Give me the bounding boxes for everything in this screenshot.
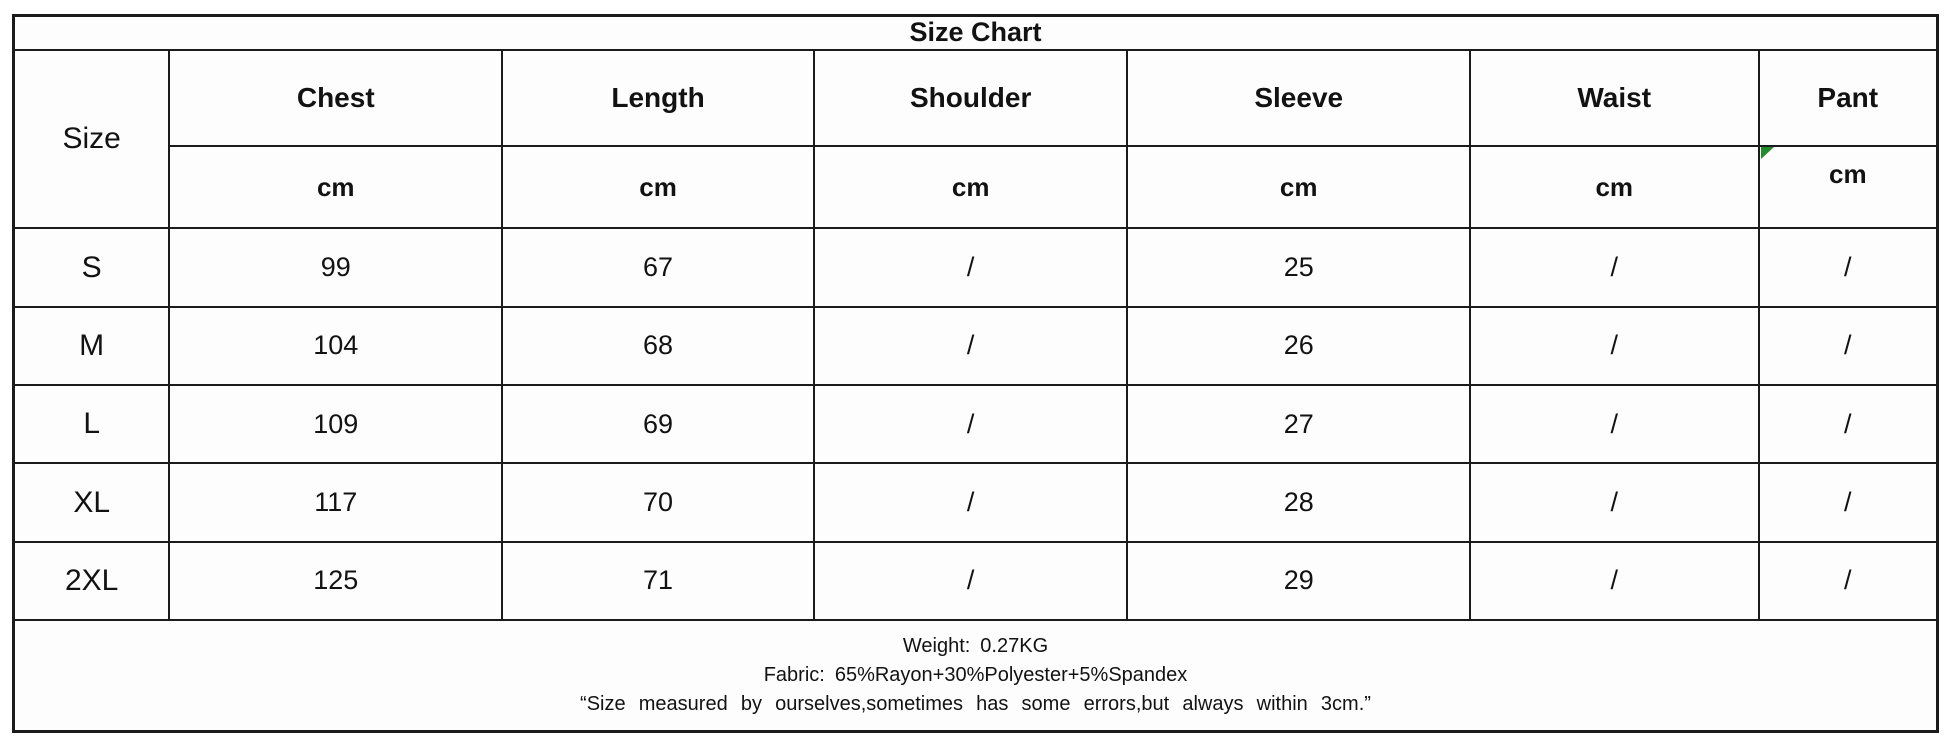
footer-disclaimer: “Size measured by ourselves,sometimes ha… — [580, 693, 1371, 715]
size-chart: Size Chart Size Chest Length Shoulder Sl… — [12, 14, 1939, 733]
footer-row: Weight: 0.27KG Fabric: 65%Rayon+30%Polye… — [12, 619, 1939, 733]
column-header-sleeve: Sleeve — [1126, 48, 1471, 148]
footer-notes: Weight: 0.27KG Fabric: 65%Rayon+30%Polye… — [12, 619, 1939, 733]
row-label: S — [12, 227, 171, 308]
footer-weight: Weight: 0.27KG — [902, 635, 1049, 657]
value-cell: 117 — [168, 462, 504, 543]
table-row: XL 117 70 / 28 / / — [12, 462, 1939, 543]
value-cell: 71 — [501, 540, 815, 622]
row-label: M — [12, 305, 171, 387]
value-cell: / — [812, 227, 1129, 308]
value-cell: 67 — [501, 227, 815, 308]
table-row: M 104 68 / 26 / / — [12, 305, 1939, 387]
value-cell: 29 — [1126, 540, 1471, 622]
unit-cell-waist: cm — [1468, 145, 1760, 230]
table-row: 2XL 125 71 / 29 / / — [12, 540, 1939, 622]
value-cell: 104 — [168, 305, 504, 387]
unit-cell-length: cm — [501, 145, 815, 230]
value-cell: 70 — [501, 462, 815, 543]
unit-cell-shoulder: cm — [812, 145, 1129, 230]
value-cell: 69 — [501, 384, 815, 465]
chart-title: Size Chart — [12, 14, 1939, 51]
unit-row: cm cm cm cm cm cm — [14, 145, 1939, 230]
green-corner-marker-icon — [1760, 148, 1774, 160]
value-cell: / — [1468, 462, 1760, 543]
unit-label: cm — [1828, 158, 1867, 189]
table-row: L 109 69 / 27 / / — [12, 384, 1939, 465]
row-label: L — [12, 384, 171, 465]
column-header-chest: Chest — [168, 48, 504, 148]
footer-fabric: Fabric: 65%Rayon+30%Polyester+5%Spandex — [763, 664, 1188, 686]
value-cell: / — [1468, 305, 1760, 387]
value-cell: / — [1468, 384, 1760, 465]
unit-cell-sleeve: cm — [1126, 145, 1471, 230]
table-row: S 99 67 / 25 / / — [12, 227, 1939, 308]
value-cell: 68 — [501, 305, 815, 387]
value-cell: 28 — [1126, 462, 1471, 543]
value-cell: / — [1757, 462, 1939, 543]
column-header-waist: Waist — [1468, 48, 1760, 148]
unit-cell-chest: cm — [168, 145, 504, 230]
value-cell: 109 — [168, 384, 504, 465]
value-cell: / — [1757, 384, 1939, 465]
value-cell: / — [1468, 227, 1760, 308]
value-cell: 125 — [168, 540, 504, 622]
column-header-length: Length — [501, 48, 815, 148]
header-row: Size Chest Length Shoulder Sleeve Waist … — [12, 48, 1939, 230]
column-header-shoulder: Shoulder — [812, 48, 1129, 148]
value-cell: 27 — [1126, 384, 1471, 465]
value-cell: / — [812, 305, 1129, 387]
value-cell: / — [1757, 305, 1939, 387]
value-cell: 99 — [168, 227, 504, 308]
title-row: Size Chart — [12, 14, 1939, 51]
value-cell: / — [1757, 540, 1939, 622]
value-cell: 26 — [1126, 305, 1471, 387]
corner-header-size: Size — [12, 48, 171, 230]
row-label: XL — [12, 462, 171, 543]
value-cell: / — [812, 462, 1129, 543]
column-header-pant: Pant — [1757, 48, 1939, 148]
size-chart-table: Size Chart Size Chest Length Shoulder Sl… — [12, 14, 1939, 733]
row-label: 2XL — [12, 540, 171, 622]
value-cell: / — [1468, 540, 1760, 622]
value-cell: / — [812, 540, 1129, 622]
value-cell: / — [1757, 227, 1939, 308]
value-cell: 25 — [1126, 227, 1471, 308]
value-cell: / — [812, 384, 1129, 465]
unit-cell-pant: cm — [1757, 145, 1939, 230]
